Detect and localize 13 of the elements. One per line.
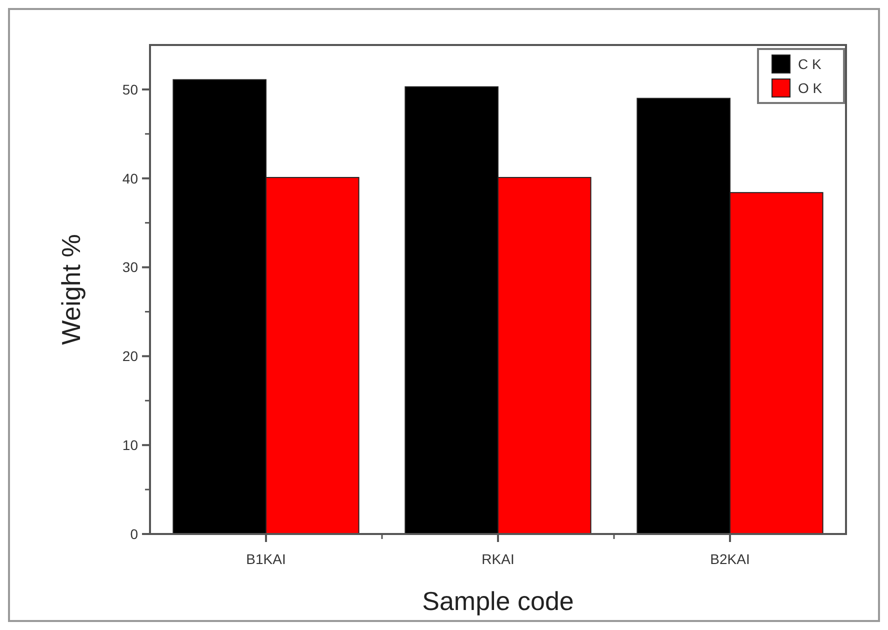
x-tick-label: B1KAI: [246, 551, 286, 567]
y-tick-label: 50: [122, 81, 138, 98]
y-tick-label: 40: [122, 170, 138, 186]
legend-label: C K: [798, 56, 822, 72]
x-tick-label: B2KAI: [710, 551, 750, 567]
y-tick-label: 0: [130, 526, 138, 542]
x-tick-label: RKAI: [482, 551, 514, 567]
x-axis-title: Sample code: [422, 586, 574, 616]
legend-label: O K: [798, 80, 823, 96]
y-tick-label: 30: [122, 259, 138, 276]
y-axis-title: Weight %: [56, 234, 86, 345]
y-tick-label: 10: [122, 436, 138, 453]
y-tick-label: 20: [122, 348, 138, 364]
